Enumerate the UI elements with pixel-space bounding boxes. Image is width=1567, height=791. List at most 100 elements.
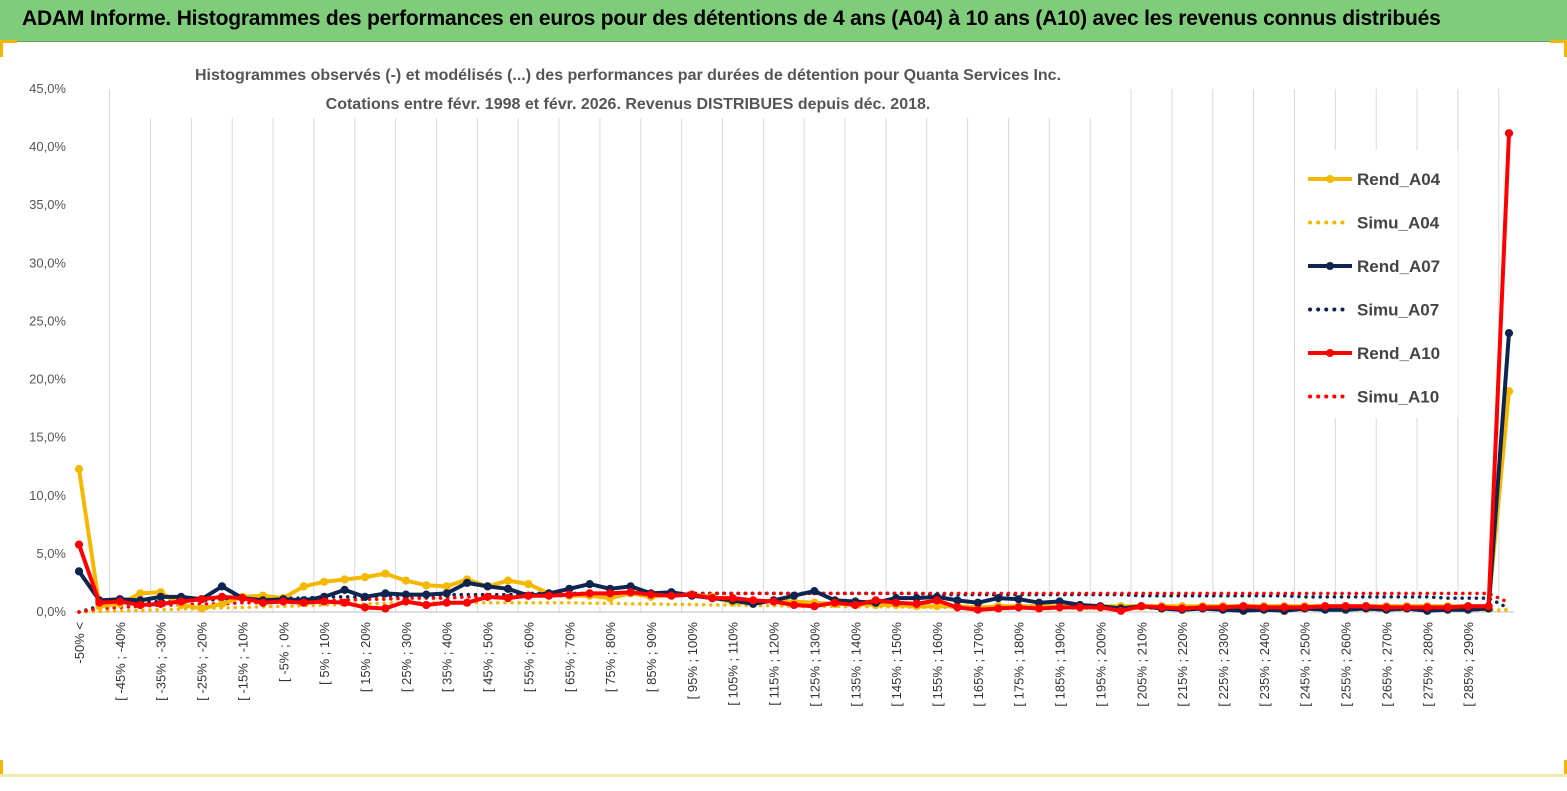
- legend-label: Rend_A04: [1357, 170, 1441, 189]
- data-point: [810, 587, 819, 596]
- data-point: [340, 585, 349, 595]
- x-tick-label: [ 115% ; 120%: [767, 622, 782, 706]
- x-tick-label: [ -45% ; -40%: [113, 622, 128, 701]
- data-point: [932, 596, 942, 605]
- data-point: [871, 596, 880, 605]
- legend-item-Rend_A10: Rend_A10: [1308, 344, 1440, 363]
- y-tick-label: 0,0%: [36, 604, 66, 619]
- data-point: [953, 603, 962, 612]
- data-point: [1321, 602, 1330, 611]
- x-tick-label: [ 145% ; 150%: [889, 622, 904, 707]
- x-tick-label: [ 45% ; 50%: [481, 622, 496, 693]
- y-tick-label: 20,0%: [29, 372, 66, 387]
- data-point: [381, 604, 390, 613]
- data-point: [422, 600, 431, 610]
- data-point: [258, 598, 267, 607]
- data-point: [994, 604, 1003, 613]
- chart-title-block: Histogrammes observés (-) et modélisés (…: [150, 60, 1110, 118]
- data-point: [1157, 603, 1166, 612]
- data-point: [1402, 603, 1412, 612]
- data-point: [1218, 603, 1228, 612]
- chart-title-line-2: Cotations entre févr. 1998 et févr. 2026…: [326, 96, 931, 113]
- data-point: [1423, 603, 1432, 612]
- chart-title-line-1: Histogrammes observés (-) et modélisés (…: [195, 67, 1061, 84]
- legend-item-Simu_A10: Simu_A10: [1308, 388, 1439, 407]
- data-point: [1239, 602, 1248, 611]
- data-point: [1055, 603, 1064, 612]
- data-point: [1280, 603, 1289, 612]
- x-tick-label: [ -5% ; 0%: [276, 622, 291, 682]
- legend-label: Simu_A10: [1357, 388, 1439, 407]
- x-tick-label: [ 265% ; 270%: [1379, 622, 1394, 707]
- data-point: [442, 582, 451, 591]
- data-point: [851, 600, 860, 610]
- data-point: [360, 592, 370, 602]
- frame-corner-top-left: [0, 40, 17, 57]
- data-point: [503, 584, 513, 593]
- data-point: [503, 594, 513, 603]
- x-tick-label: [ 85% ; 90%: [644, 622, 659, 693]
- x-tick-label: [ 245% ; 250%: [1298, 622, 1313, 707]
- data-point: [279, 597, 288, 606]
- data-point: [667, 591, 676, 600]
- x-tick-label: [ 105% ; 110%: [726, 622, 741, 706]
- data-point: [606, 589, 615, 598]
- data-point: [74, 464, 84, 474]
- data-point: [299, 582, 308, 591]
- data-point: [626, 588, 635, 597]
- chart-series: [74, 129, 1514, 615]
- x-tick-label: [ -35% ; -30%: [154, 622, 169, 701]
- x-tick-label: [ 95% ; 100%: [685, 622, 700, 700]
- legend-label: Rend_A10: [1357, 344, 1440, 363]
- data-point: [1014, 595, 1023, 604]
- data-point: [136, 589, 145, 598]
- data-point: [565, 590, 574, 599]
- data-point: [769, 597, 778, 606]
- data-point: [1075, 603, 1085, 612]
- x-tick-label: [ 55% ; 60%: [521, 622, 536, 693]
- y-tick-label: 40,0%: [29, 139, 66, 154]
- frame-corner-top-right: [1550, 40, 1567, 57]
- y-tick-label: 25,0%: [29, 313, 66, 328]
- legend-marker: [1326, 175, 1334, 183]
- series-Rend_A04: [74, 387, 1514, 613]
- x-tick-label: [ -25% ; -20%: [195, 622, 210, 701]
- data-point: [217, 599, 227, 609]
- data-point: [483, 582, 492, 591]
- x-tick-label: [ 235% ; 240%: [1257, 622, 1272, 707]
- data-point: [708, 594, 717, 603]
- data-point: [789, 600, 799, 610]
- data-point: [320, 597, 329, 606]
- legend-marker: [1326, 349, 1334, 357]
- legend-item-Rend_A07: Rend_A07: [1308, 257, 1440, 276]
- x-tick-label: [ 255% ; 260%: [1339, 622, 1354, 707]
- x-tick-label: [ 165% ; 170%: [971, 622, 986, 707]
- data-point: [1361, 602, 1371, 611]
- data-point: [1259, 603, 1269, 612]
- data-point: [217, 592, 227, 602]
- x-tick-label: [ 185% ; 190%: [1053, 622, 1068, 707]
- y-tick-label: 15,0%: [29, 430, 66, 445]
- y-axis-ticks: 0,0% 5,0% 10,0% 15,0% 20,0% 25,0% 30,0% 35,0% 40…: [29, 81, 66, 619]
- data-point: [973, 598, 983, 607]
- x-tick-label: [ -15% ; -10%: [235, 622, 250, 701]
- legend-label: Simu_A07: [1357, 301, 1439, 320]
- data-point: [810, 602, 819, 611]
- data-point: [830, 598, 840, 607]
- data-point: [422, 581, 431, 590]
- data-point: [442, 598, 451, 607]
- data-point: [524, 580, 533, 589]
- data-point: [401, 576, 410, 585]
- data-point: [1504, 329, 1514, 338]
- x-tick-label: -50% <: [72, 622, 87, 664]
- data-point: [197, 595, 206, 604]
- y-tick-label: 5,0%: [36, 546, 66, 561]
- data-point: [238, 594, 247, 603]
- data-point: [1014, 603, 1023, 612]
- data-point: [156, 592, 165, 602]
- y-tick-label: 35,0%: [29, 197, 66, 212]
- data-point: [74, 567, 84, 576]
- x-tick-label: [ 5% ; 10%: [317, 622, 332, 685]
- data-point: [973, 605, 983, 614]
- x-tick-label: [ 25% ; 30%: [399, 622, 414, 693]
